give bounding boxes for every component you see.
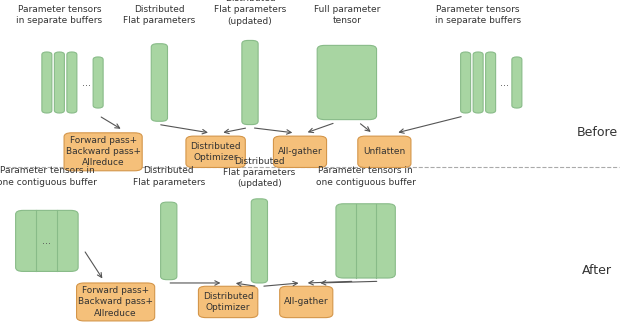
FancyBboxPatch shape bbox=[16, 211, 78, 271]
Text: All-gather: All-gather bbox=[284, 297, 329, 307]
Text: Distributed
Flat parameters: Distributed Flat parameters bbox=[132, 167, 205, 186]
FancyBboxPatch shape bbox=[251, 199, 268, 283]
Text: Parameter tensors
in separate buffers: Parameter tensors in separate buffers bbox=[16, 5, 103, 25]
FancyBboxPatch shape bbox=[151, 44, 168, 121]
FancyBboxPatch shape bbox=[67, 52, 77, 113]
Text: ...: ... bbox=[42, 236, 51, 246]
Text: Before: Before bbox=[576, 125, 618, 139]
FancyBboxPatch shape bbox=[54, 52, 64, 113]
FancyBboxPatch shape bbox=[336, 204, 395, 278]
FancyBboxPatch shape bbox=[42, 52, 52, 113]
Text: Full parameter
tensor: Full parameter tensor bbox=[314, 5, 380, 25]
FancyBboxPatch shape bbox=[486, 52, 496, 113]
Text: Forward pass+
Backward pass+
Allreduce: Forward pass+ Backward pass+ Allreduce bbox=[66, 136, 141, 167]
FancyBboxPatch shape bbox=[318, 45, 376, 120]
Text: Parameter tensors
in separate buffers: Parameter tensors in separate buffers bbox=[435, 5, 521, 25]
Text: ...: ... bbox=[82, 78, 91, 87]
Text: Parameter tensors in
one contiguous buffer: Parameter tensors in one contiguous buff… bbox=[0, 167, 97, 186]
Text: Distributed
Flat parameters
(updated): Distributed Flat parameters (updated) bbox=[214, 0, 286, 25]
FancyBboxPatch shape bbox=[357, 136, 411, 168]
Text: ...: ... bbox=[501, 78, 509, 87]
FancyBboxPatch shape bbox=[77, 283, 155, 321]
FancyBboxPatch shape bbox=[512, 57, 522, 108]
Text: After: After bbox=[582, 264, 612, 277]
FancyBboxPatch shape bbox=[93, 57, 103, 108]
Text: Forward pass+
Backward pass+
Allreduce: Forward pass+ Backward pass+ Allreduce bbox=[78, 286, 153, 317]
Text: Parameter tensors in
one contiguous buffer: Parameter tensors in one contiguous buff… bbox=[316, 167, 416, 186]
Text: Unflatten: Unflatten bbox=[363, 147, 406, 156]
Text: Distributed
Flat parameters
(updated): Distributed Flat parameters (updated) bbox=[223, 157, 296, 188]
FancyBboxPatch shape bbox=[199, 286, 258, 317]
FancyBboxPatch shape bbox=[186, 136, 245, 168]
FancyBboxPatch shape bbox=[461, 52, 471, 113]
FancyBboxPatch shape bbox=[242, 40, 258, 124]
FancyBboxPatch shape bbox=[280, 286, 332, 317]
Text: Distributed
Optimizer: Distributed Optimizer bbox=[190, 142, 241, 162]
FancyBboxPatch shape bbox=[64, 133, 142, 171]
Text: Distributed
Flat parameters: Distributed Flat parameters bbox=[123, 5, 196, 25]
FancyBboxPatch shape bbox=[161, 202, 177, 280]
Text: All-gather: All-gather bbox=[278, 147, 322, 156]
FancyBboxPatch shape bbox=[473, 52, 483, 113]
FancyBboxPatch shape bbox=[274, 136, 327, 168]
Text: Distributed
Optimizer: Distributed Optimizer bbox=[202, 292, 254, 312]
